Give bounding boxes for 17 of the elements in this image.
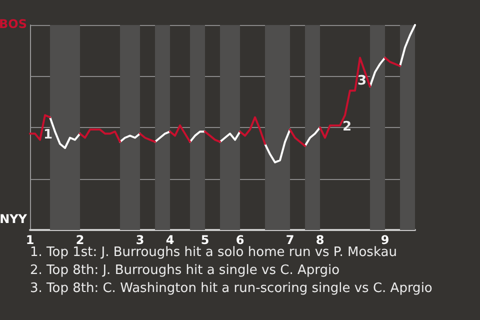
text: 2. Top 8th: J. Burroughs hit a single vs C. Aprgio — [30, 263, 340, 278]
x-tick-label: 9 — [380, 233, 390, 247]
text: NYY — [0, 212, 28, 226]
x-tick-label: 2 — [76, 233, 84, 247]
text: BOS — [0, 17, 28, 31]
x-tick-label: 6 — [236, 233, 244, 247]
x-tick-label: 8 — [316, 233, 324, 247]
text: 3. Top 8th: C. Washington hit a run-scoring single vs C. Aprgio — [30, 281, 432, 296]
annotation: 1 — [43, 128, 53, 142]
x-tick-label: 7 — [286, 233, 294, 247]
text: 1. Top 1st: J. Burroughs hit a solo home run vs P. Moskau — [30, 245, 397, 260]
annotation: 3 — [357, 74, 367, 88]
x-tick-label: 4 — [166, 233, 174, 247]
x-tick-label: 1 — [26, 233, 34, 247]
x-tick-label: 3 — [136, 233, 144, 247]
x-tick-label: 5 — [200, 233, 210, 247]
annotation: 2 — [342, 120, 352, 134]
